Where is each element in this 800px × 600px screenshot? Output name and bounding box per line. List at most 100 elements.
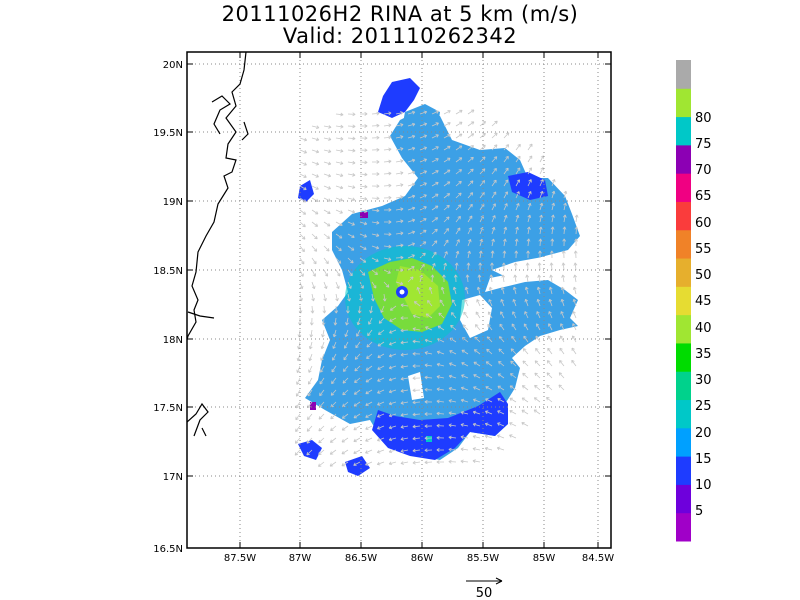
- wind-vector: [359, 209, 368, 213]
- wind-vector: [455, 109, 463, 115]
- wind-vector: [347, 269, 353, 277]
- reference-vector: 50: [466, 577, 503, 600]
- wind-vector: [353, 425, 361, 431]
- wind-vector: [412, 351, 421, 356]
- wind-vector: [383, 244, 392, 249]
- wind-vector: [395, 243, 404, 248]
- wind-vector: [311, 173, 319, 178]
- lon-label: 86W: [411, 553, 434, 564]
- wind-vector: [419, 263, 425, 271]
- wind-vector: [491, 168, 497, 175]
- wind-vector: [383, 171, 392, 176]
- wind-vector: [431, 251, 437, 259]
- wind-vector: [460, 386, 469, 391]
- wind-vector: [356, 329, 361, 337]
- wind-vector: [467, 215, 473, 223]
- wind-vector: [347, 124, 356, 129]
- wind-vector: [388, 353, 397, 358]
- wind-vector: [573, 262, 578, 271]
- wind-vector: [323, 161, 332, 166]
- wind-vector: [347, 221, 355, 226]
- wind-vector: [359, 233, 368, 238]
- wind-field-core-max: [396, 266, 440, 318]
- wind-vector: [524, 311, 529, 319]
- wind-vector: [560, 311, 565, 319]
- wind-vector: [461, 349, 469, 355]
- wind-vector: [371, 160, 380, 164]
- lat-label: 18N: [163, 335, 183, 346]
- wind-vector: [330, 425, 337, 432]
- wind-vector: [571, 359, 577, 367]
- wind-vector: [388, 365, 397, 370]
- wind-vector: [524, 298, 529, 307]
- wind-vector: [491, 120, 498, 127]
- wind-vector: [466, 262, 471, 271]
- wind-field: [294, 78, 580, 476]
- wind-vector: [424, 448, 433, 453]
- wind-vector: [538, 226, 543, 235]
- colorbar-label: 5: [695, 504, 703, 519]
- lat-label: 17.5N: [153, 403, 183, 414]
- wind-vector: [371, 245, 380, 250]
- wind-vector: [515, 179, 520, 187]
- wind-vector: [342, 401, 349, 408]
- wind-vector: [538, 250, 542, 258]
- wind-vector: [347, 148, 356, 153]
- wind-vector: [448, 374, 457, 379]
- wind-vector: [342, 389, 349, 396]
- colorbar-segment: [676, 173, 691, 202]
- wind-vector: [443, 239, 449, 247]
- wind-vector: [388, 413, 397, 418]
- wind-vector: [371, 281, 377, 289]
- wind-vector: [448, 423, 457, 428]
- wind-vector: [388, 461, 397, 466]
- colorbar-label: 75: [695, 137, 712, 152]
- wind-vector: [503, 144, 510, 151]
- wind-vector: [335, 149, 344, 153]
- wind-vector: [308, 377, 313, 385]
- wind-vector: [460, 410, 469, 415]
- wind-vector: [329, 449, 337, 455]
- wind-vector: [527, 202, 532, 211]
- wind-vector: [500, 311, 505, 319]
- wind-vector: [511, 323, 517, 331]
- wind-vector: [371, 135, 380, 140]
- wind-vector: [299, 137, 308, 142]
- wind-vector: [515, 191, 520, 199]
- wind-vector: [383, 183, 392, 188]
- wind-vector: [498, 361, 505, 367]
- wind-vector: [534, 372, 541, 379]
- colorbar-label: 25: [695, 399, 712, 414]
- wind-vector: [550, 226, 555, 235]
- wind-vector: [431, 170, 439, 175]
- wind-vector: [323, 185, 332, 190]
- wind-vector: [353, 437, 361, 443]
- wind-vector: [562, 238, 567, 247]
- wind-vector: [443, 251, 448, 259]
- wind-field-south-patch: [345, 456, 370, 476]
- wind-vector: [395, 147, 404, 151]
- wind-vector: [407, 158, 416, 163]
- wind-field-gap-1: [492, 256, 560, 280]
- wind-vector: [436, 423, 445, 428]
- wind-vector: [389, 305, 397, 311]
- wind-vector: [365, 401, 373, 406]
- wind-vector: [431, 122, 439, 127]
- wind-vector: [311, 245, 318, 252]
- wind-vector: [573, 250, 578, 259]
- wind-vector: [473, 374, 481, 379]
- wind-vector: [359, 160, 368, 165]
- map-valid-time: Valid: 201110262342: [282, 24, 518, 48]
- wind-vector: [454, 262, 459, 271]
- speckle: [360, 212, 368, 218]
- wind-vector: [431, 181, 439, 187]
- wind-vector: [353, 461, 361, 466]
- wind-vector: [546, 384, 553, 391]
- wind-vector: [443, 204, 450, 211]
- wind-vector: [464, 286, 469, 295]
- colorbar-label: 60: [695, 216, 712, 231]
- wind-vector: [311, 197, 319, 202]
- wind-vector: [395, 135, 404, 139]
- colorbar-segment: [676, 286, 691, 316]
- wind-vector: [550, 250, 554, 259]
